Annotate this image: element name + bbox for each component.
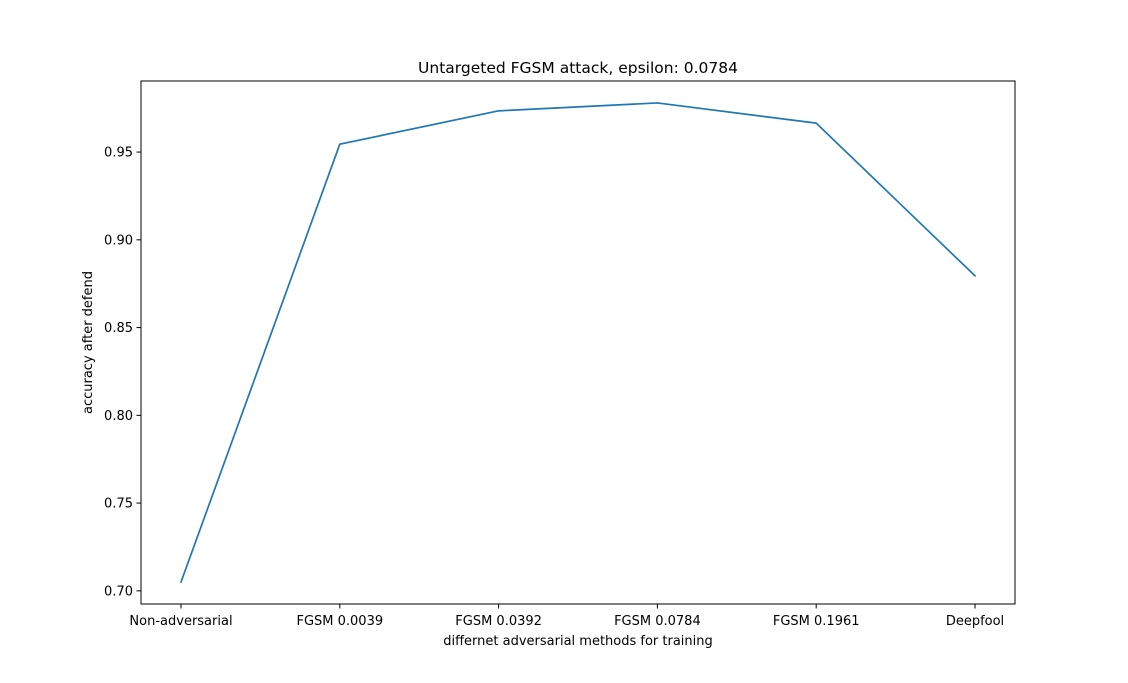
x-axis: Non-adversarial FGSM 0.0039 FGSM 0.0392 FGS…	[129, 604, 1004, 629]
x-tick-label: Non-adversarial	[129, 614, 232, 629]
y-tick-label: 0.85	[104, 321, 133, 336]
y-axis-label: accuracy after defend	[81, 271, 96, 414]
y-tick-label: 0.75	[104, 497, 133, 512]
x-axis-label: differnet adversarial methods for traini…	[443, 634, 713, 649]
plot-frame	[140, 80, 1016, 605]
y-axis: 0.70 0.75 0.80 0.85 0.90 0.95	[104, 146, 141, 599]
y-tick-label: 0.90	[104, 233, 133, 248]
x-tick-label: FGSM 0.1961	[773, 614, 860, 629]
x-tick-label: FGSM 0.0784	[614, 614, 701, 629]
series-line	[179, 102, 977, 584]
x-tick-label: FGSM 0.0039	[296, 614, 383, 629]
chart-title: Untargeted FGSM attack, epsilon: 0.0784	[418, 59, 738, 77]
x-tick-label: FGSM 0.0392	[455, 614, 542, 629]
series-layer	[179, 102, 977, 584]
y-tick-label: 0.80	[104, 409, 133, 424]
x-tick-label: Deepfool	[946, 614, 1004, 629]
y-tick-label: 0.70	[104, 584, 133, 599]
y-tick-label: 0.95	[104, 146, 133, 161]
